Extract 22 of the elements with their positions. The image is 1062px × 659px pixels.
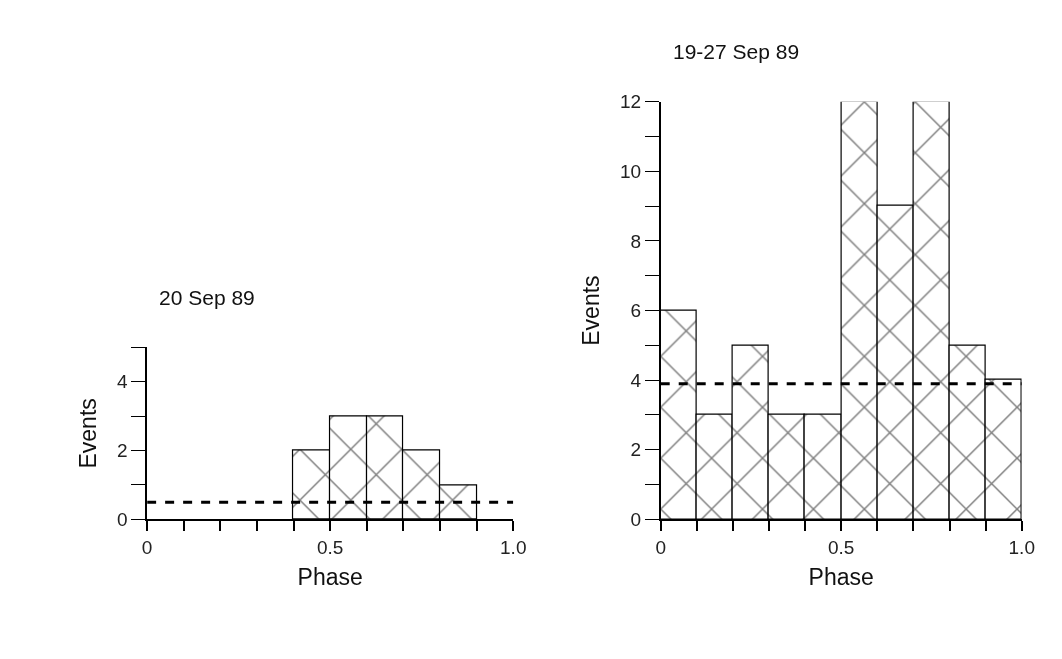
chart-title: 20 Sep 89 bbox=[159, 286, 255, 309]
y-tick-label: 4 bbox=[630, 369, 642, 391]
y-tick-label: 10 bbox=[620, 161, 642, 183]
y-tick-label: 0 bbox=[117, 508, 128, 530]
x-axis-title: Phase bbox=[808, 563, 874, 590]
y-tick-label: 12 bbox=[620, 91, 642, 113]
y-tick-label: 2 bbox=[117, 440, 128, 462]
chart-title: 19-27 Sep 89 bbox=[673, 40, 800, 63]
y-tick-label: 4 bbox=[117, 371, 128, 393]
x-axis-title: Phase bbox=[297, 563, 363, 590]
y-tick-label: 6 bbox=[630, 300, 642, 322]
x-tick-label: 0.5 bbox=[828, 536, 855, 558]
y-axis-title: Events bbox=[74, 398, 101, 469]
x-tick-label: 1.0 bbox=[1008, 536, 1035, 558]
x-tick-label: 0 bbox=[655, 536, 666, 558]
y-tick-label: 0 bbox=[630, 508, 642, 530]
y-axis-title: Events bbox=[577, 275, 604, 346]
x-tick-label: 0 bbox=[141, 536, 153, 558]
x-tick-label: 1.0 bbox=[500, 536, 527, 558]
y-tick-label: 8 bbox=[630, 230, 642, 252]
x-tick-label: 0.5 bbox=[316, 536, 344, 558]
y-tick-label: 2 bbox=[630, 439, 642, 461]
